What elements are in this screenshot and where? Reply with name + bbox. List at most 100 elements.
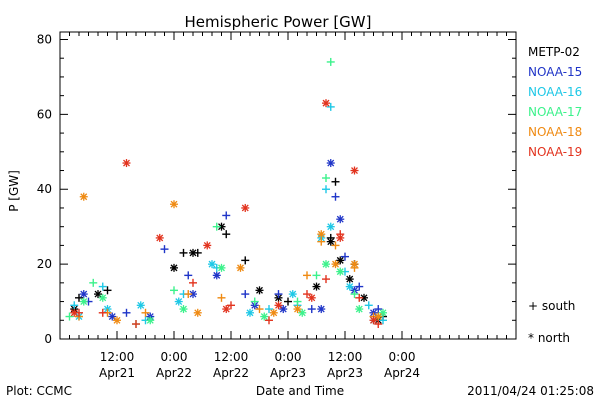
north-point: [203, 241, 212, 250]
south-point: [122, 308, 131, 317]
south-point: [265, 305, 273, 314]
north-point: [369, 316, 378, 325]
legend-item: NOAA-19: [528, 145, 582, 159]
north-point: [293, 305, 302, 314]
south-point: [322, 174, 330, 183]
y-tick-label: 40: [37, 182, 52, 196]
south-point: [355, 282, 364, 291]
x-tick-time-label: 0:00: [275, 350, 302, 364]
south-point: [212, 222, 221, 231]
north-point: [326, 222, 335, 231]
x-tick-time-label: 0:00: [161, 350, 188, 364]
x-tick-time-label: 12:00: [100, 350, 135, 364]
north-point: [255, 286, 264, 295]
south-point: [322, 185, 330, 194]
north-point: [298, 308, 307, 317]
south-point: [265, 316, 273, 325]
north-point: [98, 293, 107, 302]
south-point: [70, 301, 79, 310]
south-point: [374, 320, 383, 329]
south-point: [322, 275, 330, 284]
south-point: [189, 278, 197, 287]
north-point: [212, 271, 221, 280]
north-point: [113, 316, 121, 325]
north-point: [350, 260, 359, 269]
south-point: [350, 290, 359, 299]
y-tick-label: 20: [37, 257, 52, 271]
south-point: [170, 286, 178, 295]
legend-item: NOAA-17: [528, 105, 582, 119]
north-point: [336, 233, 345, 242]
south-point: [89, 278, 98, 287]
north-point: [70, 308, 79, 317]
north-point: [189, 248, 197, 257]
north-point: [317, 230, 326, 239]
north-point: [193, 308, 202, 317]
south-point: [75, 293, 83, 302]
north-point: [217, 263, 226, 272]
y-tick-label: 60: [37, 107, 52, 121]
south-point: [331, 192, 340, 201]
south-point: [160, 245, 169, 254]
legend-item: NOAA-16: [528, 85, 582, 99]
north-point: [336, 267, 345, 276]
north-point: [155, 233, 164, 242]
north-point: [322, 260, 330, 269]
south-point: [98, 308, 107, 317]
south-point: [317, 237, 326, 246]
north-point: [374, 312, 383, 321]
south-point: [103, 286, 112, 295]
north-point: [288, 290, 297, 299]
symbol-legend: + south * north: [528, 299, 575, 345]
legend-item: NOAA-18: [528, 125, 582, 139]
north-point: [326, 237, 335, 246]
symbol-legend-item: * north: [528, 331, 570, 345]
south-point: [312, 271, 321, 280]
north-point: [136, 301, 145, 310]
north-point: [246, 308, 254, 317]
north-point: [79, 192, 88, 201]
north-point: [350, 166, 359, 175]
y-tick-label: 0: [44, 332, 52, 346]
south-point: [132, 320, 140, 329]
north-point: [222, 305, 231, 314]
south-point: [184, 271, 193, 280]
north-point: [312, 282, 321, 291]
north-point: [208, 260, 216, 269]
data-points: [65, 57, 387, 329]
south-point: [255, 305, 264, 314]
plot-timestamp: 2011/04/24 01:25:08: [467, 384, 594, 398]
south-point: [284, 297, 292, 306]
north-point: [355, 305, 364, 314]
north-point: [108, 312, 117, 321]
south-point: [179, 248, 188, 257]
north-point: [336, 256, 345, 265]
north-point: [94, 290, 102, 299]
south-point: [141, 308, 150, 317]
north-point: [236, 263, 245, 272]
north-point: [170, 263, 178, 272]
north-point: [269, 308, 278, 317]
x-axis: 12:00 Apr21 0:00 Apr22 12:00 Apr22 0:00 Apr23 12…: [59, 32, 517, 380]
south-point: [379, 316, 387, 325]
north-point: [274, 301, 283, 310]
south-point: [241, 256, 250, 265]
north-point: [322, 99, 330, 108]
x-tick-date-label: Apr23: [327, 366, 363, 380]
south-point: [374, 305, 383, 314]
south-point: [65, 312, 74, 321]
north-point: [317, 305, 326, 314]
south-point: [326, 57, 335, 66]
north-point: [331, 260, 340, 269]
y-axis-label: P [GW]: [7, 170, 21, 212]
north-point: [79, 297, 88, 306]
north-point: [174, 297, 183, 306]
north-point: [345, 282, 354, 291]
legend: METP-02 NOAA-15 NOAA-16 NOAA-17 NOAA-18 NOAA-…: [528, 45, 582, 159]
south-point: [303, 290, 311, 299]
plot-credit: Plot: CCMC: [6, 384, 72, 398]
south-point: [227, 301, 235, 310]
south-point: [341, 252, 349, 261]
north-point: [146, 316, 155, 325]
